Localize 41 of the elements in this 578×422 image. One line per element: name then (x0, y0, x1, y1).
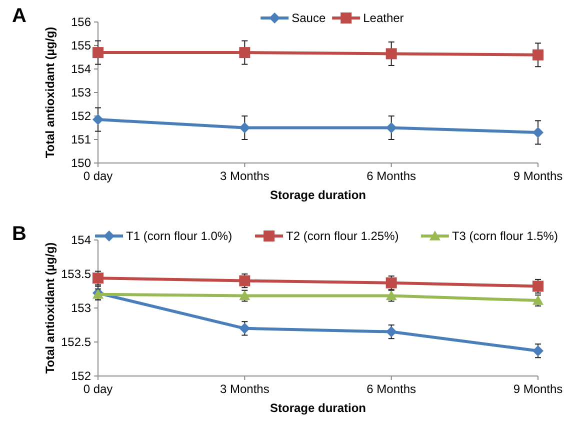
point (532, 49, 544, 60)
x-tick-label: 9 Months (513, 382, 563, 396)
x-tick-label: 3 Months (220, 382, 270, 396)
y-tick-label: 153 (70, 301, 92, 316)
x-tick-label: 6 Months (366, 169, 416, 183)
x-axis-title: Storage duration (270, 188, 366, 202)
x-tick-label: 6 Months (366, 382, 416, 396)
y-tick-label: 150 (70, 156, 92, 170)
point (532, 126, 544, 138)
y-tick-label: 152.5 (60, 335, 92, 350)
chart-title: A (12, 5, 26, 27)
y-tick-label: 154 (70, 233, 92, 248)
legend-label: T1 (corn flour 1.0%) (126, 229, 232, 244)
point (92, 114, 104, 126)
legend-label: T3 (corn flour 1.5%) (452, 229, 558, 244)
x-axis-title: Storage duration (270, 401, 366, 415)
y-tick-label: 151 (70, 132, 92, 147)
y-tick-label: 155 (70, 38, 92, 53)
x-tick-label: 0 day (83, 382, 113, 396)
legend-label: T2 (corn flour 1.25%) (286, 229, 399, 244)
point (386, 326, 397, 338)
x-tick-label: 3 Months (220, 169, 270, 183)
legend-label: Leather (363, 11, 404, 26)
point (239, 47, 250, 58)
y-tick-label: 154 (70, 62, 92, 76)
x-tick-label: 9 Months (513, 169, 563, 183)
x-tick-label: 0 day (83, 169, 113, 183)
point (386, 48, 397, 60)
y-tick-label: 153.5 (60, 267, 92, 282)
point (386, 122, 397, 134)
y-tick-label: 152 (70, 369, 92, 384)
y-tick-label: 156 (70, 15, 92, 30)
point (239, 322, 250, 334)
point (92, 47, 104, 58)
y-axis-title: Total antioxidant (µg/g) (43, 26, 57, 158)
y-axis-title: Total antioxidant (µg/g) (43, 242, 57, 374)
y-tick-label: 152 (70, 109, 92, 124)
y-tick-label: 153 (70, 86, 92, 100)
chart-title: B (12, 223, 26, 245)
legend-label: Sauce (292, 11, 326, 26)
point (239, 122, 250, 134)
